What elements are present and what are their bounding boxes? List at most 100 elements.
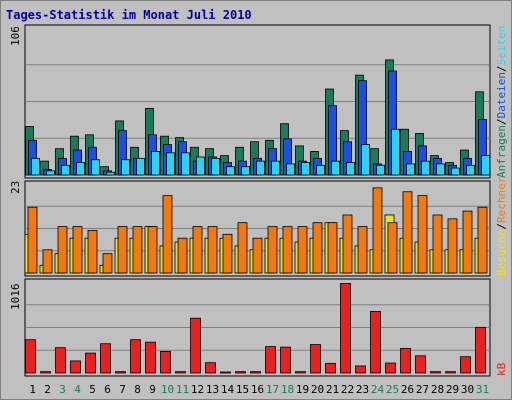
x-label-day-6: 6 [104,383,111,396]
bar-kb-day-30 [460,356,471,374]
bar-kb-day-14 [220,371,231,374]
x-label-day-12: 12 [191,383,204,396]
bar-seiten-day-23 [361,144,370,176]
bar-kb-day-18 [280,346,291,374]
bar-seiten-day-8 [136,157,145,176]
bar-seiten-day-28 [436,163,445,176]
bar-kb-day-1 [25,339,36,374]
chart-title: Tages-Statistik im Monat Juli 2010 [6,8,252,22]
bar-rechner-day-18 [282,226,293,274]
bar-rechner-day-31 [477,206,488,274]
bar-rechner-day-24 [372,187,383,274]
x-label-day-13: 13 [206,383,219,396]
bar-rechner-day-6 [102,253,113,274]
x-label-day-29: 29 [446,383,459,396]
bar-kb-day-2 [40,371,51,374]
bar-rechner-day-28 [432,214,443,274]
bar-rechner-day-13 [207,226,218,274]
bar-kb-day-24 [370,310,381,374]
bar-seiten-day-19 [301,162,310,176]
bar-rechner-day-11 [177,237,188,274]
bar-kb-day-17 [265,346,276,374]
bar-kb-day-23 [355,365,366,374]
bar-kb-day-11 [175,371,186,374]
x-label-day-4: 4 [74,383,81,396]
hits-max-label: 106 [9,26,22,46]
bar-kb-day-22 [340,283,351,374]
bar-seiten-day-29 [451,167,460,176]
x-label-day-2: 2 [44,383,51,396]
bar-rechner-day-3 [57,226,68,274]
visits-max-label: 23 [9,181,22,194]
bar-kb-day-4 [70,360,81,374]
bar-seiten-day-7 [121,159,130,176]
bar-rechner-day-2 [42,249,53,274]
bar-seiten-day-31 [481,155,490,176]
bar-kb-day-27 [415,355,426,374]
bar-seiten-day-20 [316,164,325,176]
bar-seiten-day-25 [391,128,400,176]
x-label-day-21: 21 [326,383,339,396]
bar-seiten-day-3 [61,164,70,176]
x-label-day-17: 17 [266,383,279,396]
bar-seiten-day-18 [286,163,295,176]
bar-rechner-day-10 [162,195,173,274]
bar-seiten-day-15 [241,166,250,176]
bar-kb-day-8 [130,339,141,374]
bar-seiten-day-5 [91,159,100,176]
bar-kb-day-29 [445,371,456,374]
bar-seiten-day-1 [31,157,40,176]
bar-seiten-day-26 [406,163,415,176]
bar-seiten-day-27 [421,160,430,176]
bar-rechner-day-23 [357,226,368,274]
bar-rechner-day-1 [27,206,38,274]
legend-top-entry-3: / [495,65,508,72]
x-label-day-5: 5 [89,383,96,396]
bar-rechner-day-29 [447,218,458,274]
legend-middle-entry-1: / [495,223,508,230]
x-label-day-15: 15 [236,383,249,396]
legend-top-entry-4: Seiten [495,26,508,66]
legend-top: Anfragen/Dateien/Seiten [495,26,508,178]
bar-seiten-day-21 [331,160,340,176]
x-label-day-9: 9 [149,383,156,396]
x-label-day-25: 25 [386,383,399,396]
bar-kb-day-7 [115,371,126,374]
x-label-day-23: 23 [356,383,369,396]
bar-rechner-day-21 [327,222,338,274]
bar-seiten-day-2 [46,170,55,176]
legend-top-entry-2: Dateien [495,72,508,118]
x-label-day-11: 11 [176,383,189,396]
bar-rechner-day-22 [342,214,353,274]
bar-kb-day-19 [295,371,306,374]
bar-kb-day-5 [85,352,96,374]
bar-seiten-day-10 [166,152,175,176]
bar-seiten-day-14 [226,166,235,176]
bar-rechner-day-17 [267,226,278,274]
volume-panel [24,278,491,377]
bar-kb-day-25 [385,362,396,374]
bar-rechner-day-27 [417,195,428,274]
bar-rechner-day-25 [387,222,398,274]
bar-kb-day-6 [100,343,111,374]
legend-bottom-entry-0: kB [495,362,508,376]
bar-seiten-day-13 [211,157,220,176]
bar-seiten-day-22 [346,162,355,176]
x-label-day-14: 14 [221,383,235,396]
bar-kb-day-15 [235,371,246,374]
x-label-day-22: 22 [341,383,354,396]
x-label-day-8: 8 [134,383,141,396]
bar-rechner-day-4 [72,226,83,274]
x-axis-day-labels: 1 2 3 4 5 6 7 8 9 10 11 12 13 14 15 16 17 18 19 20 21 22 23 24 2… [29,383,489,396]
bar-seiten-day-30 [466,164,475,176]
x-label-day-24: 24 [371,383,385,396]
bar-rechner-day-9 [147,226,158,274]
bar-kb-day-31 [475,326,486,374]
bar-kb-day-3 [55,347,66,374]
x-label-day-20: 20 [311,383,324,396]
bar-kb-day-9 [145,341,156,374]
bar-rechner-day-8 [132,226,143,274]
bar-rechner-day-30 [462,210,473,274]
legend-top-entry-1: / [495,118,508,125]
